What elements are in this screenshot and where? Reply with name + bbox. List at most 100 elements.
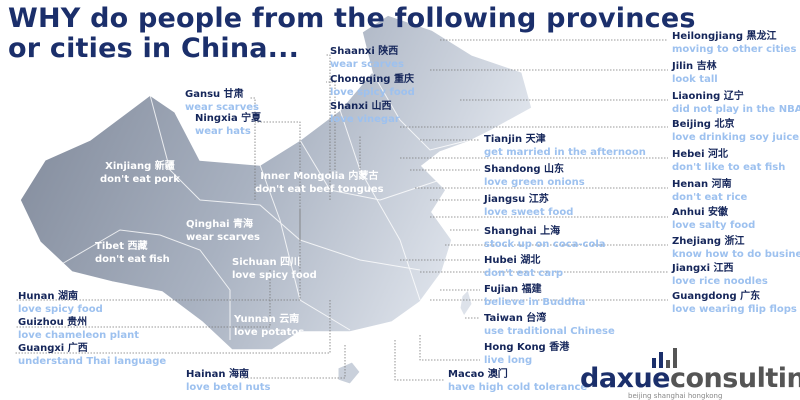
province-trait: wear scarves bbox=[330, 59, 404, 70]
province-label-ningxia: Ningxia 宁夏 wear hats bbox=[195, 112, 261, 138]
province-name: Shaanxi 陕西 bbox=[330, 46, 399, 57]
province-name: Shandong 山东 bbox=[484, 164, 564, 175]
hainan-island-shape bbox=[337, 361, 361, 385]
logo-tagline: beijing shanghai hongkong bbox=[628, 392, 723, 400]
province-name: Chongqing 重庆 bbox=[330, 74, 414, 85]
province-label-shanxi: Shanxi 山西 love vinegar bbox=[330, 100, 400, 126]
province-label-taiwan: Taiwan 台湾 use traditional Chinese bbox=[484, 312, 615, 338]
province-trait: don't eat fish bbox=[95, 254, 170, 265]
province-label-gansu: Gansu 甘肃 wear scarves bbox=[185, 88, 259, 114]
province-name: Jiangxi 江西 bbox=[672, 263, 734, 274]
province-label-beijing: Beijing 北京 love drinking soy juice bbox=[672, 118, 799, 144]
connector-line bbox=[419, 335, 480, 361]
province-trait: love potatos bbox=[234, 327, 305, 338]
province-trait: love drinking soy juice bbox=[672, 132, 800, 143]
callout-connectors bbox=[15, 39, 668, 381]
province-label-hebei: Hebei 河北 don't like to eat fish bbox=[672, 148, 785, 174]
province-trait: don't eat pork bbox=[100, 174, 180, 185]
connector-line bbox=[326, 54, 331, 200]
province-trait: don't eat rice bbox=[672, 192, 748, 203]
province-trait: wear scarves bbox=[186, 232, 260, 243]
page-title: WHY do people from the following provinc… bbox=[8, 4, 696, 64]
province-label-guangxi: Guangxi 广西 understand Thai language bbox=[18, 342, 166, 368]
province-name: Jiangsu 江苏 bbox=[484, 194, 549, 205]
province-trait: love salty food bbox=[672, 220, 756, 231]
province-label-hainan: Hainan 海南 love betel nuts bbox=[186, 368, 270, 394]
logo-consulting: consulting bbox=[670, 363, 800, 394]
province-name: Tibet 西藏 bbox=[95, 241, 148, 252]
province-name: Taiwan 台湾 bbox=[484, 313, 547, 324]
province-label-xinjiang: Xinjiang 新疆 don't eat pork bbox=[100, 160, 180, 186]
province-label-inner: Inner Mongolia 内蒙古 don't eat beef tongues bbox=[255, 170, 384, 196]
province-trait: love spicy food bbox=[232, 270, 317, 281]
province-label-hong: Hong Kong 香港 live long bbox=[484, 341, 569, 367]
province-name: Shanghai 上海 bbox=[484, 226, 561, 237]
province-trait: wear scarves bbox=[185, 102, 259, 113]
province-label-qinghai: Qinghai 青海 wear scarves bbox=[186, 218, 260, 244]
province-label-anhui: Anhui 安徽 love salty food bbox=[672, 206, 755, 232]
province-name: Tianjin 天津 bbox=[484, 134, 546, 145]
province-trait: stock up on coca-cola bbox=[484, 239, 606, 250]
province-trait: love rice noodles bbox=[672, 276, 768, 287]
province-label-sichuan: Sichuan 四川 love spicy food bbox=[232, 256, 317, 282]
province-name: Yunnan 云南 bbox=[234, 314, 300, 325]
china-mainland-shape bbox=[19, 14, 533, 351]
province-trait: love betel nuts bbox=[186, 382, 271, 393]
connector-line bbox=[240, 345, 346, 379]
province-name: Macao 澳门 bbox=[448, 369, 508, 380]
province-label-jilin: Jilin 吉林 look tall bbox=[672, 60, 718, 86]
province-name: Guangxi 广西 bbox=[18, 343, 88, 354]
connector-line bbox=[15, 270, 271, 328]
connector-line bbox=[326, 81, 336, 170]
title-line-2: or cities in China... bbox=[8, 33, 300, 64]
province-label-shaanxi: Shaanxi 陕西 wear scarves bbox=[330, 45, 404, 71]
province-name: Hebei 河北 bbox=[672, 149, 729, 160]
province-name: Hunan 湖南 bbox=[18, 291, 78, 302]
province-label-tibet: Tibet 西藏 don't eat fish bbox=[95, 240, 170, 266]
province-name: Gansu 甘肃 bbox=[185, 89, 244, 100]
province-name: Henan 河南 bbox=[672, 179, 732, 190]
province-trait: get married in the afternoon bbox=[484, 147, 646, 158]
province-label-henan: Henan 河南 don't eat rice bbox=[672, 178, 747, 204]
connector-line bbox=[394, 340, 444, 381]
connector-line bbox=[250, 97, 256, 200]
province-borders bbox=[59, 71, 471, 340]
province-name: Sichuan 四川 bbox=[232, 257, 301, 268]
province-label-zhejiang: Zhejiang 浙江 know how to do business bbox=[672, 235, 800, 261]
province-trait: love spicy food bbox=[18, 304, 103, 315]
province-label-hunan: Hunan 湖南 love spicy food bbox=[18, 290, 103, 316]
province-trait: love sweet food bbox=[484, 207, 574, 218]
province-name: Qinghai 青海 bbox=[186, 219, 253, 230]
province-trait: believe in Buddha bbox=[484, 297, 586, 308]
province-name: Liaoning 辽宁 bbox=[672, 91, 744, 102]
province-trait: love vinegar bbox=[330, 114, 400, 125]
province-name: Jilin 吉林 bbox=[672, 61, 717, 72]
province-label-macao: Macao 澳门 have high cold tolerance bbox=[448, 368, 587, 394]
province-label-tianjin: Tianjin 天津 get married in the afternoon bbox=[484, 133, 646, 159]
province-trait: don't eat carp bbox=[484, 268, 564, 279]
province-label-yunnan: Yunnan 云南 love potatos bbox=[234, 313, 304, 339]
province-trait: did not play in the NBA bbox=[672, 104, 800, 115]
province-trait: don't like to eat fish bbox=[672, 162, 786, 173]
province-label-chongqing: Chongqing 重庆 love spicy food bbox=[330, 73, 415, 99]
province-trait: love spicy food bbox=[330, 87, 415, 98]
province-name: Guangdong 广东 bbox=[672, 291, 761, 302]
province-trait: love chameleon plant bbox=[18, 330, 139, 341]
province-trait: wear hats bbox=[195, 126, 251, 137]
province-label-guangdong: Guangdong 广东 love wearing flip flops bbox=[672, 290, 797, 316]
province-trait: use traditional Chinese bbox=[484, 326, 615, 337]
province-label-shandong: Shandong 山东 love green onions bbox=[484, 163, 585, 189]
province-label-liaoning: Liaoning 辽宁 did not play in the NBA bbox=[672, 90, 800, 116]
province-trait: moving to other cities bbox=[672, 44, 797, 55]
province-trait: love green onions bbox=[484, 177, 585, 188]
province-name: Zhejiang 浙江 bbox=[672, 236, 745, 247]
province-label-jiangxi: Jiangxi 江西 love rice noodles bbox=[672, 262, 768, 288]
province-name: Ningxia 宁夏 bbox=[195, 113, 262, 124]
province-name: Xinjiang 新疆 bbox=[105, 161, 175, 172]
province-name: Guizhou 贵州 bbox=[18, 317, 88, 328]
province-label-fujian: Fujian 福建 believe in Buddha bbox=[484, 283, 585, 309]
province-name: Inner Mongolia 内蒙古 bbox=[260, 171, 379, 182]
province-label-jiangsu: Jiangsu 江苏 love sweet food bbox=[484, 193, 573, 219]
province-name: Shanxi 山西 bbox=[330, 101, 392, 112]
